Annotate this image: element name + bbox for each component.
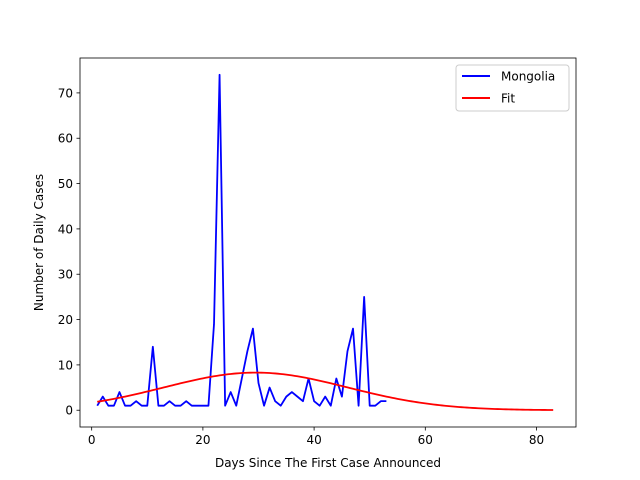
y-tick-label: 20 [58,313,73,327]
y-tick-label: 70 [58,86,73,100]
y-tick-label: 40 [58,222,73,236]
x-tick-label: 20 [195,433,210,447]
legend-label-fit: Fit [501,92,515,106]
legend: Mongolia Fit [455,64,570,112]
x-tick-label: 0 [88,433,96,447]
plot-area-frame [79,57,577,428]
x-tick-label: 40 [306,433,321,447]
y-tick-label: 0 [65,404,73,418]
y-tick-label: 10 [58,358,73,372]
y-tick-label: 50 [58,177,73,191]
series-line-fit [97,371,554,411]
legend-label-mongolia: Mongolia [501,70,555,84]
x-tick-label: 80 [529,433,544,447]
x-tick-label: 60 [418,433,433,447]
y-axis-label: Number of Daily Cases [32,174,46,311]
y-tick-label: 60 [58,132,73,146]
x-axis-label: Days Since The First Case Announced [215,456,441,470]
y-tick-label: 30 [58,268,73,282]
